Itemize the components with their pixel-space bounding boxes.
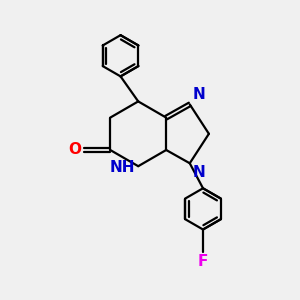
Text: NH: NH [109,160,135,175]
Text: N: N [193,87,206,102]
Text: N: N [193,165,206,180]
Text: F: F [198,254,208,269]
Text: O: O [68,142,81,158]
